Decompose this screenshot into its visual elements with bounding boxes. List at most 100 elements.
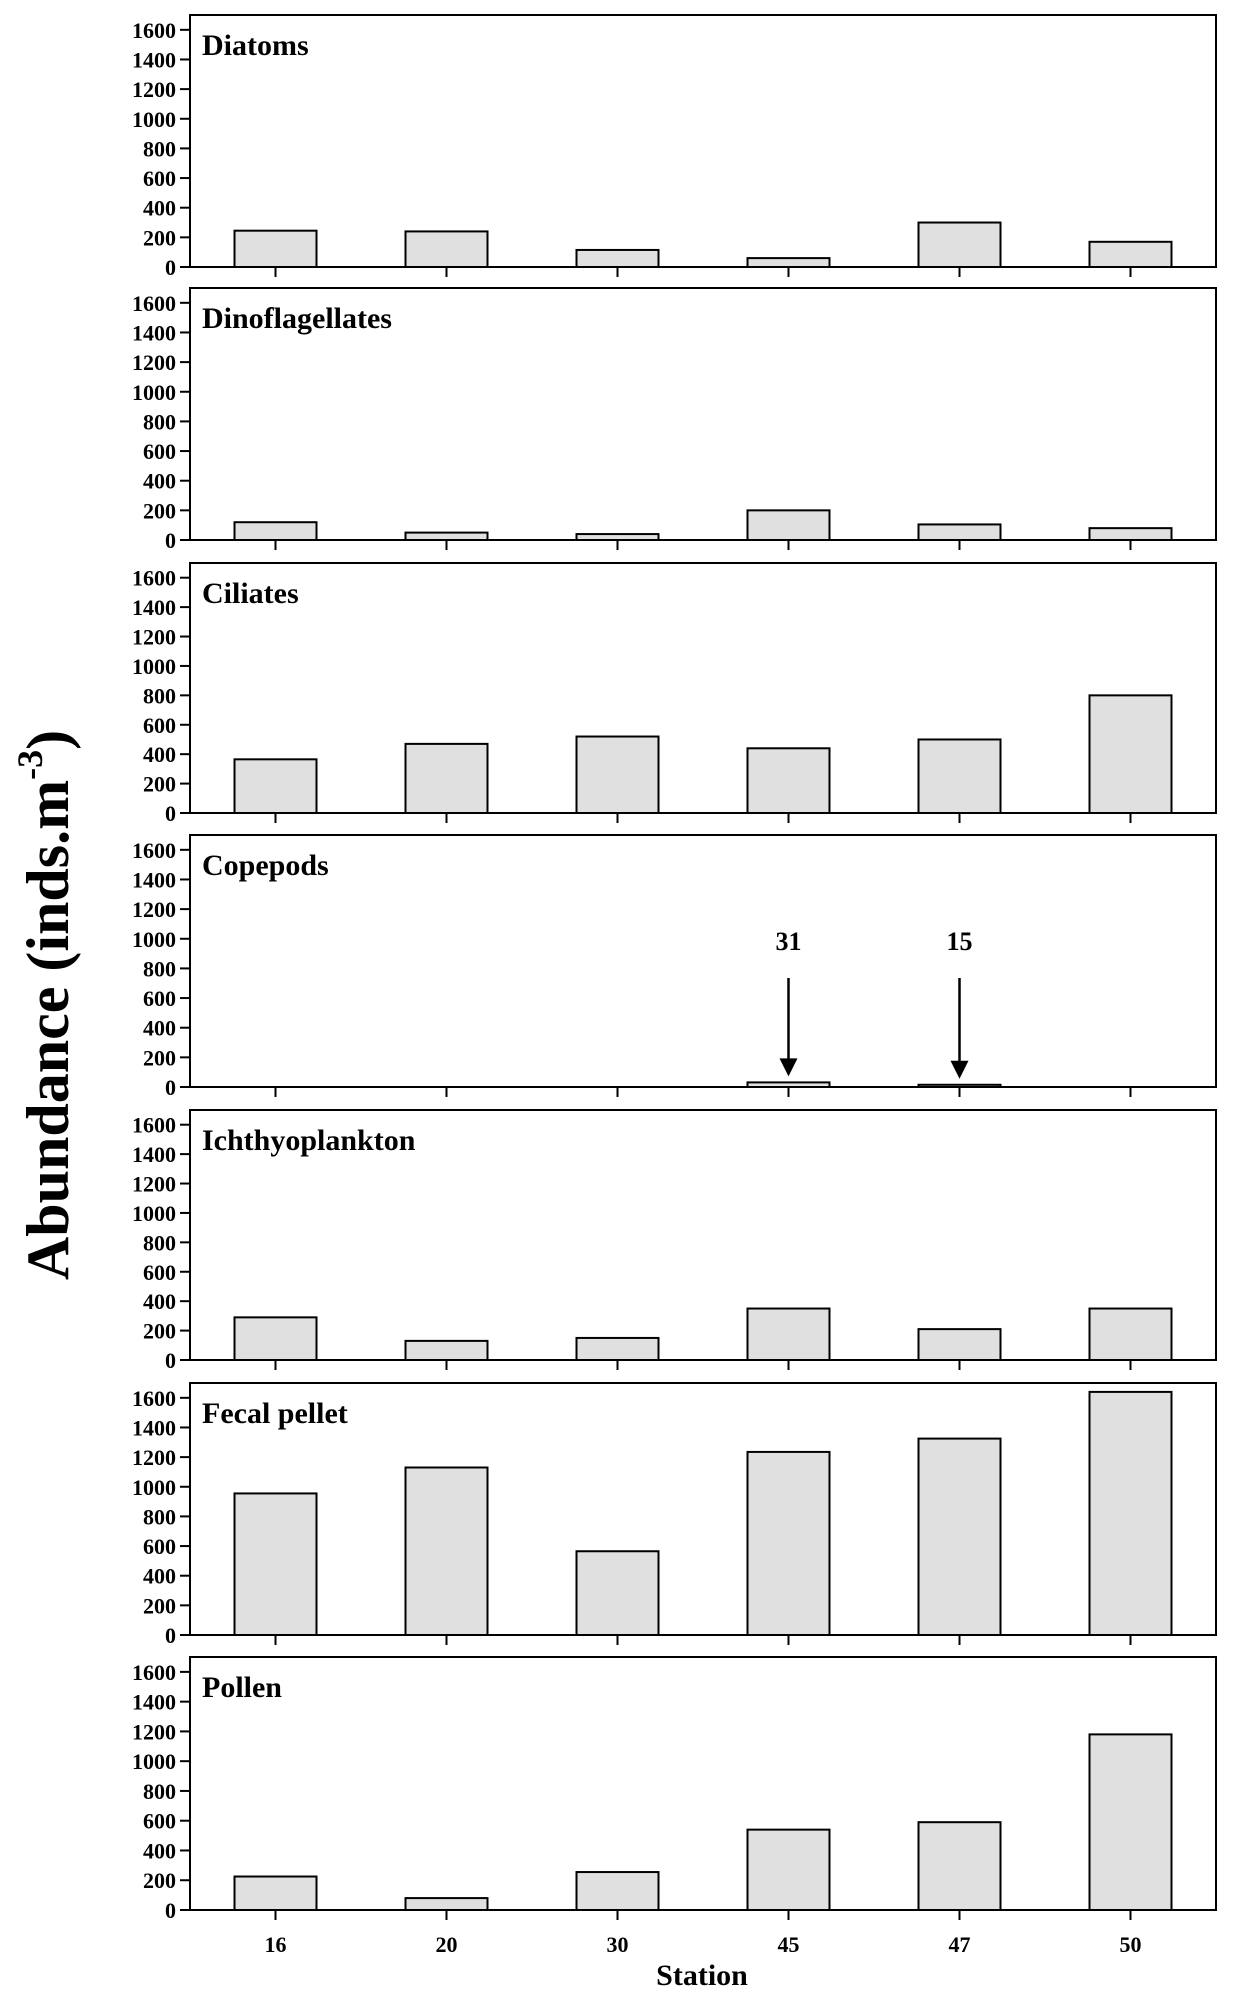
y-tick-label: 400 <box>143 1838 176 1863</box>
panel-frame <box>189 1656 1217 1911</box>
y-tick-label: 800 <box>143 409 176 434</box>
bar-ichthyoplankton-30 <box>575 1336 660 1361</box>
bar-copepods-47 <box>917 1083 1002 1089</box>
y-tick-label: 800 <box>143 956 176 981</box>
annotation-arrowhead <box>950 1060 969 1079</box>
y-axis-title: Abundance (inds.m-3) <box>10 730 81 1280</box>
panel-frame <box>189 834 1217 1088</box>
y-tick-label: 400 <box>143 469 176 494</box>
x-tick-label: 20 <box>436 1932 458 1957</box>
panel-title: Fecal pellet <box>202 1397 348 1430</box>
panel-fecal-pellet: 0 200 400 600 800 1000 1200 1400 1600 Fecal pelle… <box>132 1382 1217 1648</box>
y-tick-label: 1000 <box>132 1201 176 1226</box>
panel-ciliates: 0 200 400 600 800 1000 1200 1400 1600 Ciliates <box>132 562 1217 826</box>
y-tick-label: 1600 <box>132 838 176 863</box>
panel-frame <box>189 14 1217 268</box>
panel-copepods: 0 200 400 600 800 1000 1200 1400 1600 Copepods 31 1… <box>132 834 1217 1100</box>
y-tick-label: 800 <box>143 683 176 708</box>
y-tick-label: 1600 <box>132 291 176 316</box>
bar-dinoflagellates-30 <box>575 533 660 542</box>
x-axis-title: Station <box>656 1959 748 1992</box>
y-tick-label: 400 <box>143 196 176 221</box>
annotation-label: 15 <box>947 927 973 956</box>
y-tick-label: 1600 <box>132 1113 176 1138</box>
y-axis-title-exponent: -3 <box>10 750 50 780</box>
y-tick-label: 600 <box>143 986 176 1011</box>
y-tick-label: 400 <box>143 742 176 767</box>
panel-ichthyoplankton: 0 200 400 600 800 1000 1200 1400 1600 Ichthyoplan… <box>132 1109 1217 1373</box>
y-tick-label: 0 <box>165 801 176 826</box>
panel-frame <box>189 562 1217 814</box>
y-tick-label: 1200 <box>132 897 176 922</box>
y-tick-label: 1600 <box>132 566 176 591</box>
bar-pollen-16 <box>233 1875 318 1911</box>
panel-dinoflagellates: 0 200 400 600 800 1000 1200 1400 1600 Dinoflagell… <box>132 287 1217 553</box>
annotation-label: 31 <box>776 927 802 956</box>
bar-pollen-47 <box>917 1821 1002 1911</box>
panel-title: Copepods <box>202 849 329 882</box>
bar-ciliates-45 <box>746 747 831 815</box>
y-tick-label: 1200 <box>132 1719 176 1744</box>
bar-diatoms-45 <box>746 257 831 269</box>
y-tick-label: 200 <box>143 225 176 250</box>
y-tick-label: 0 <box>165 255 176 280</box>
y-tick-label: 1200 <box>132 350 176 375</box>
y-tick-label: 1200 <box>132 1172 176 1197</box>
y-tick-label: 600 <box>143 166 176 191</box>
bar-dinoflagellates-47 <box>917 523 1002 542</box>
y-tick-label: 1200 <box>132 1445 176 1470</box>
y-tick-label: 0 <box>165 1623 176 1648</box>
y-tick-label: 1000 <box>132 927 176 952</box>
y-tick-label: 600 <box>143 713 176 738</box>
bar-dinoflagellates-16 <box>233 521 318 542</box>
y-tick-label: 200 <box>143 1045 176 1070</box>
bar-fecal-pellet-20 <box>404 1466 489 1637</box>
y-tick-label: 0 <box>165 1898 176 1923</box>
y-tick-label: 200 <box>143 498 176 523</box>
y-tick-label: 600 <box>143 1534 176 1559</box>
y-tick-label: 0 <box>165 1075 176 1100</box>
y-tick-label: 600 <box>143 439 176 464</box>
bar-ciliates-30 <box>575 735 660 815</box>
bar-ciliates-16 <box>233 758 318 815</box>
bar-ciliates-50 <box>1088 694 1173 815</box>
y-tick-label: 400 <box>143 1564 176 1589</box>
y-tick-label: 200 <box>143 1593 176 1618</box>
bar-fecal-pellet-45 <box>746 1450 831 1637</box>
y-tick-label: 1200 <box>132 625 176 650</box>
bar-dinoflagellates-20 <box>404 531 489 542</box>
bar-dinoflagellates-45 <box>746 509 831 541</box>
y-axis-title-main: Abundance (inds.m <box>15 780 81 1280</box>
panel-title: Ichthyoplankton <box>202 1124 416 1157</box>
panel-frame <box>189 1109 1217 1361</box>
bar-ciliates-47 <box>917 738 1002 814</box>
y-tick-label: 400 <box>143 1016 176 1041</box>
bar-copepods-45 <box>746 1081 831 1088</box>
y-tick-label: 1400 <box>132 320 176 345</box>
y-tick-label: 600 <box>143 1260 176 1285</box>
y-tick-label: 1000 <box>132 1749 176 1774</box>
panel-title: Dinoflagellates <box>202 302 392 335</box>
y-tick-label: 1600 <box>132 18 176 43</box>
y-axis-title-close: ) <box>15 730 81 750</box>
bar-pollen-45 <box>746 1828 831 1911</box>
y-tick-label: 0 <box>165 1348 176 1373</box>
y-tick-label: 1600 <box>132 1386 176 1411</box>
annotation-arrowhead <box>779 1058 798 1077</box>
x-tick-label: 47 <box>949 1932 971 1957</box>
x-tick-label: 30 <box>607 1932 629 1957</box>
y-tick-label: 600 <box>143 1809 176 1834</box>
bar-fecal-pellet-16 <box>233 1492 318 1637</box>
bar-ichthyoplankton-50 <box>1088 1307 1173 1362</box>
bar-ichthyoplankton-47 <box>917 1328 1002 1362</box>
y-tick-label: 200 <box>143 1319 176 1344</box>
bar-pollen-30 <box>575 1871 660 1912</box>
panel-pollen: 0 200 400 600 800 1000 1200 1400 1600 Pollen 16 20 3… <box>132 1656 1217 1957</box>
bar-diatoms-50 <box>1088 240 1173 269</box>
y-tick-label: 1600 <box>132 1660 176 1685</box>
bar-diatoms-20 <box>404 230 489 268</box>
panel-diatoms: 0 200 400 600 800 1000 1200 1400 1600 Diatoms <box>132 14 1217 280</box>
x-tick-label: 50 <box>1120 1932 1142 1957</box>
